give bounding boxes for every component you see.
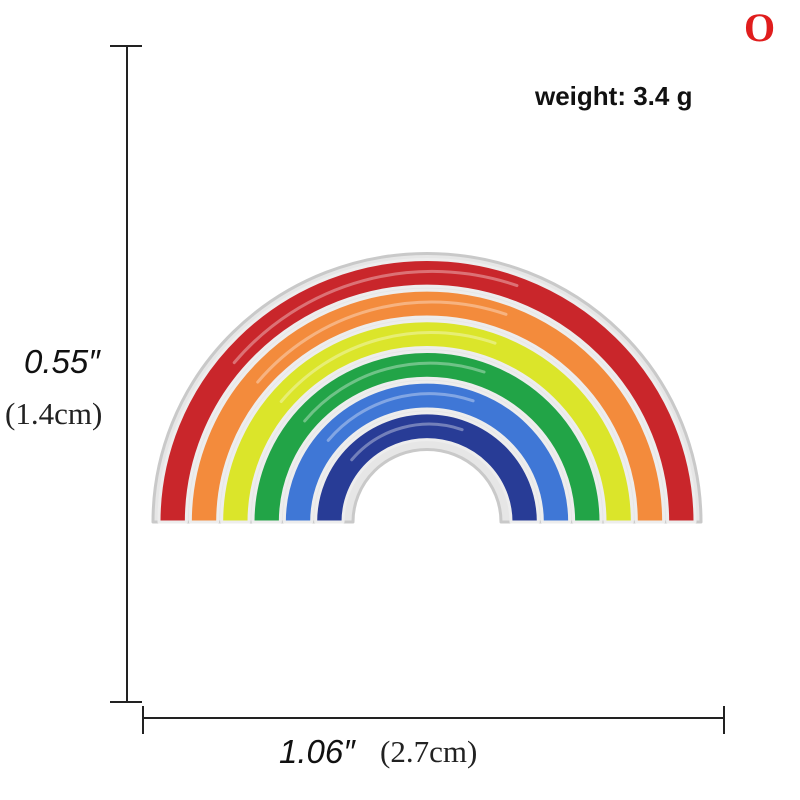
rainbow-band-red [157,257,697,524]
rainbow-highlight-blue [326,392,475,442]
width-metric-label: (2.7cm) [380,734,478,769]
rainbow-pin-icon [151,252,703,524]
corner-mark: O [744,5,776,50]
height-dimension-line [110,45,142,703]
width-imperial-label: 1.06″ [279,733,355,770]
rainbow-band-green [251,349,603,524]
rainbow-band-yellow [220,319,634,524]
rainbow-highlight-orange [256,300,508,384]
width-dimension-line [142,706,725,734]
height-imperial-label: 0.55″ [24,343,100,380]
rainbow-band-orange [188,288,666,524]
rainbow-highlight-yellow [279,331,497,403]
rainbow-band-blue [282,380,572,524]
rainbow-band-indigo [314,411,540,524]
rainbow-highlight-indigo [350,422,464,462]
rainbow-highlight-red [232,269,519,365]
rainbow-highlight-green [303,361,486,423]
weight-label: weight: 3.4 g [535,81,693,111]
height-metric-label: (1.4cm) [5,396,103,431]
